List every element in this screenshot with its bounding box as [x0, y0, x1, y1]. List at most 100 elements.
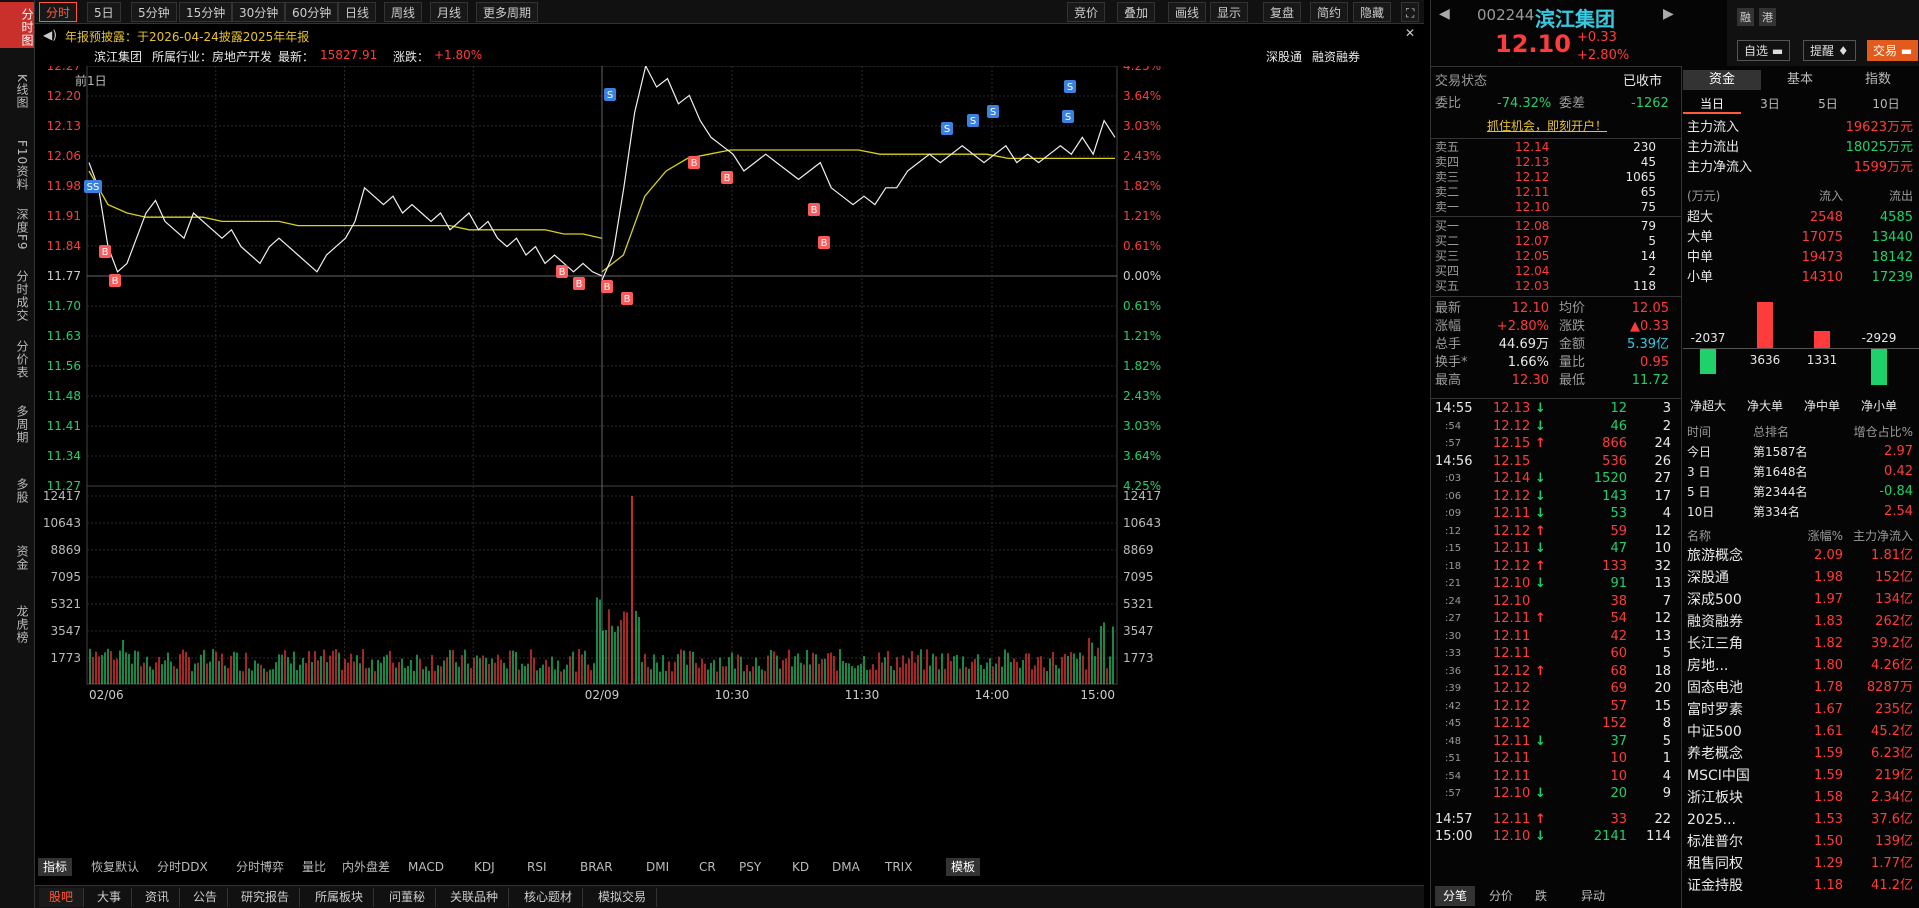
- overlay-button[interactable]: 叠加: [1117, 2, 1156, 22]
- indicator-5[interactable]: 内外盘差: [342, 860, 391, 874]
- tab-more-periods[interactable]: 更多周期: [476, 2, 539, 22]
- trade-button[interactable]: 交易 ▬: [1867, 40, 1919, 61]
- indicator-16[interactable]: 模板: [946, 858, 981, 876]
- fullscreen-icon[interactable]: ⛶: [1401, 2, 1420, 22]
- fund-tab-2[interactable]: 指数: [1864, 72, 1891, 87]
- bottom-tab-3[interactable]: 公告: [183, 888, 229, 907]
- tab-daily[interactable]: 日线: [338, 2, 377, 22]
- day-tab-2[interactable]: 5日: [1818, 97, 1838, 111]
- bottom-tab-7[interactable]: 关联品种: [440, 888, 510, 907]
- indicator-4[interactable]: 量比: [302, 860, 327, 874]
- indicator-2[interactable]: 分时DDX: [157, 860, 208, 874]
- bottom-tab-1[interactable]: 大事: [87, 888, 133, 907]
- watchlist-button[interactable]: 自选 ▬: [1737, 40, 1791, 61]
- tab-60min[interactable]: 60分钟: [285, 2, 339, 22]
- indicator-7[interactable]: KDJ: [474, 860, 495, 874]
- tab-funds[interactable]: 资金: [15, 545, 29, 571]
- tab-dragon-tiger[interactable]: 龙虎榜: [15, 605, 29, 644]
- next-stock-icon[interactable]: ▶: [1663, 6, 1674, 22]
- sector-name[interactable]: 2025...: [1687, 812, 1736, 828]
- indicator-1[interactable]: 恢复默认: [91, 860, 140, 874]
- open-account-link[interactable]: 抓住机会，即刻开户！: [1487, 119, 1608, 133]
- simple-button[interactable]: 简约: [1310, 2, 1349, 22]
- indicator-13[interactable]: KD: [792, 860, 810, 874]
- tab-5min[interactable]: 5分钟: [131, 2, 177, 22]
- tab-kline[interactable]: K线图: [15, 74, 29, 109]
- sector-name[interactable]: 融资融券: [1687, 614, 1743, 630]
- tick-count: 5: [1662, 733, 1671, 749]
- fund-tab-0[interactable]: 资金: [1683, 70, 1761, 90]
- sector-name[interactable]: 富时罗素: [1687, 702, 1743, 718]
- replay-button[interactable]: 复盘: [1263, 2, 1302, 22]
- stat-value: +2.80%: [1496, 319, 1549, 334]
- sector-name[interactable]: 浙江板块: [1687, 790, 1743, 806]
- tab-30min[interactable]: 30分钟: [232, 2, 286, 22]
- day-tab-0[interactable]: 当日: [1683, 94, 1741, 114]
- indicator-8[interactable]: RSI: [527, 860, 547, 874]
- sgt-link[interactable]: 深股通: [1266, 50, 1303, 64]
- tick-tab-3[interactable]: 异动: [1581, 889, 1606, 903]
- sector-name[interactable]: 长江三角: [1687, 636, 1743, 652]
- indicator-12[interactable]: PSY: [739, 860, 762, 874]
- tick-tab-2[interactable]: 跌: [1535, 889, 1548, 903]
- bottom-tab-8[interactable]: 核心题材: [514, 888, 584, 907]
- day-tab-3[interactable]: 10日: [1872, 97, 1900, 111]
- sector-flow: 152亿: [1875, 570, 1913, 585]
- draw-button[interactable]: 画线: [1168, 2, 1207, 22]
- bottom-tab-2[interactable]: 资讯: [135, 888, 181, 907]
- sector-name[interactable]: 深股通: [1687, 570, 1729, 586]
- sector-name[interactable]: MSCI中国: [1687, 768, 1750, 784]
- margin-link[interactable]: 融资融券: [1312, 50, 1361, 64]
- sector-name[interactable]: 深成500: [1687, 592, 1742, 608]
- indicator-6[interactable]: MACD: [408, 860, 444, 874]
- indicator-0[interactable]: 指标: [38, 858, 73, 876]
- hide-button[interactable]: 隐藏: [1353, 2, 1392, 22]
- fund-tab-1[interactable]: 基本: [1786, 72, 1813, 87]
- indicator-15[interactable]: TRIX: [885, 860, 913, 874]
- sector-name[interactable]: 固态电池: [1687, 680, 1743, 696]
- auction-button[interactable]: 竞价: [1067, 2, 1106, 22]
- intraday-chart[interactable]: 12.27 12.20 12.13 12.06 11.98 11.91 11.84 11.77…: [35, 66, 1424, 857]
- indicator-10[interactable]: DMI: [646, 860, 670, 874]
- indicator-11[interactable]: CR: [699, 860, 716, 874]
- tab-5day[interactable]: 5日: [87, 2, 121, 22]
- stat-value: ▲0.33: [1630, 319, 1669, 334]
- tab-price-table[interactable]: 分价表: [15, 340, 29, 379]
- display-button[interactable]: 显示: [1210, 2, 1249, 22]
- ask-volume: 65: [1640, 185, 1656, 199]
- tick-volume: 68: [1610, 663, 1627, 679]
- indicator-3[interactable]: 分时博弈: [236, 860, 285, 874]
- bottom-tab-4[interactable]: 研究报告: [231, 888, 301, 907]
- sector-name[interactable]: 养老概念: [1687, 746, 1743, 762]
- bottom-tab-9[interactable]: 模拟交易: [588, 888, 658, 907]
- tab-intraday[interactable]: 分时: [39, 2, 78, 22]
- tab-time-chart[interactable]: 分时图: [0, 2, 34, 48]
- tick-tab-0[interactable]: 分笔: [1435, 886, 1476, 906]
- tab-weekly[interactable]: 周线: [384, 2, 423, 22]
- indicator-9[interactable]: BRAR: [580, 860, 613, 874]
- bottom-tab-0[interactable]: 股吧: [39, 888, 85, 907]
- tick-tab-1[interactable]: 分价: [1489, 889, 1514, 903]
- sector-name[interactable]: 证金持股: [1687, 878, 1743, 894]
- alert-button[interactable]: 提醒 ♦: [1803, 40, 1856, 61]
- day-tab-1[interactable]: 3日: [1760, 97, 1780, 111]
- tab-trades[interactable]: 分时成交: [15, 270, 29, 322]
- indicator-14[interactable]: DMA: [832, 860, 860, 874]
- tab-monthly[interactable]: 月线: [430, 2, 469, 22]
- tab-multi-stock[interactable]: 多股: [15, 478, 29, 504]
- sector-name[interactable]: 中证500: [1687, 724, 1742, 740]
- sector-name[interactable]: 标准普尔: [1687, 834, 1743, 850]
- sector-name[interactable]: 租售同权: [1687, 856, 1743, 872]
- bottom-tab-6[interactable]: 问董秘: [379, 888, 437, 907]
- tab-f10[interactable]: F10资料: [15, 140, 29, 192]
- bottom-tab-5[interactable]: 所属板块: [305, 888, 375, 907]
- notice-text[interactable]: 年报预披露：于2026-04-24披露2025年年报: [65, 30, 310, 44]
- tab-depth[interactable]: 深度F9: [15, 208, 29, 251]
- close-icon[interactable]: ✕: [1405, 26, 1416, 40]
- sector-name[interactable]: 房地...: [1687, 658, 1729, 674]
- tick-count: 2: [1662, 418, 1671, 434]
- sector-name[interactable]: 旅游概念: [1687, 548, 1743, 564]
- prev-stock-icon[interactable]: ◀: [1439, 6, 1450, 22]
- tab-15min[interactable]: 15分钟: [179, 2, 233, 22]
- tab-multi-period[interactable]: 多周期: [15, 405, 29, 444]
